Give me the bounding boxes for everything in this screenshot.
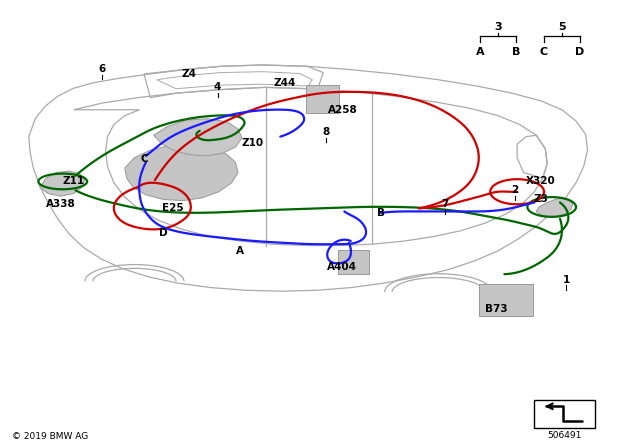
Text: 6: 6: [99, 65, 106, 74]
Text: 2: 2: [511, 185, 519, 195]
Text: 4: 4: [214, 82, 221, 92]
Polygon shape: [40, 171, 84, 196]
Bar: [338, 250, 369, 274]
Text: A258: A258: [328, 105, 357, 115]
Text: Z3: Z3: [533, 194, 548, 204]
Text: A338: A338: [46, 199, 76, 209]
Text: E25: E25: [162, 203, 184, 213]
Text: 506491: 506491: [548, 431, 582, 440]
Text: X320: X320: [526, 177, 556, 186]
Text: D: D: [575, 47, 584, 56]
Text: 5: 5: [558, 22, 566, 32]
Text: Z10: Z10: [242, 138, 264, 148]
Text: B: B: [511, 47, 520, 56]
Bar: [306, 85, 339, 113]
Text: Z4: Z4: [181, 69, 196, 79]
Text: D: D: [159, 228, 168, 238]
Polygon shape: [125, 144, 238, 201]
Text: A404: A404: [328, 262, 357, 271]
Bar: [534, 400, 595, 428]
Text: C: C: [140, 154, 148, 164]
Text: Z44: Z44: [274, 78, 296, 88]
Text: B73: B73: [484, 304, 508, 314]
Text: © 2019 BMW AG: © 2019 BMW AG: [12, 432, 88, 441]
Text: C: C: [540, 47, 548, 56]
Text: 7: 7: [441, 199, 449, 209]
Text: A: A: [476, 47, 484, 56]
Polygon shape: [536, 198, 573, 217]
Text: Z11: Z11: [63, 177, 84, 186]
Text: A: A: [236, 246, 244, 256]
Bar: [479, 284, 533, 316]
Polygon shape: [154, 119, 242, 156]
Text: B: B: [377, 208, 385, 218]
Text: 1: 1: [563, 275, 570, 285]
Text: 8: 8: [323, 127, 330, 137]
Text: 3: 3: [494, 22, 502, 32]
